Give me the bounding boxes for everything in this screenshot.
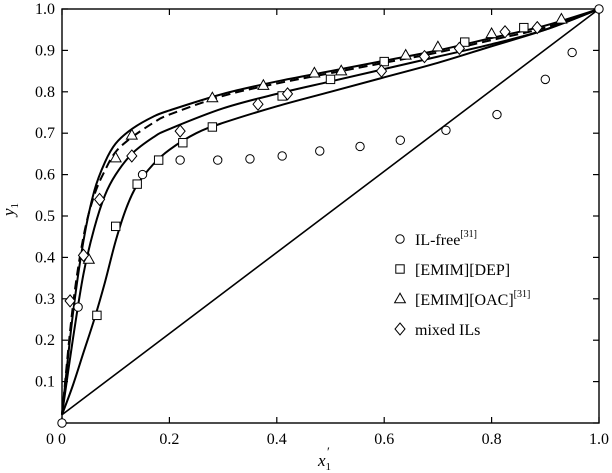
legend-ref: [31] <box>514 289 531 300</box>
diagonal-curve-4 <box>61 8 600 416</box>
mixed-ils-point <box>453 41 466 56</box>
mixed-ils-point <box>499 24 511 39</box>
legend-label: [EMIM][DEP] <box>415 262 510 279</box>
legend-marker <box>393 292 407 304</box>
mixed-ils-point <box>174 124 186 138</box>
emim-oac-point <box>109 151 122 163</box>
il-free-point <box>395 135 406 145</box>
y-tick-label: 0.7 <box>35 125 55 142</box>
y-tick-label: 0.5 <box>35 208 55 225</box>
x-axis-label: x1′ <box>317 444 331 473</box>
emim-dep-point <box>519 22 529 33</box>
mixed-ils-point <box>375 64 388 78</box>
legend-label: [EMIM][OAC][31] <box>415 289 530 309</box>
mixed-ils-point <box>418 49 431 64</box>
x-tick-label: 0 <box>58 431 66 448</box>
il-free-point <box>137 169 148 180</box>
mixed-ils-point <box>93 192 106 207</box>
il-free-point <box>594 4 604 14</box>
solid-curve-3 <box>61 8 600 415</box>
il-free-point <box>277 151 287 161</box>
emim-oac-point <box>308 66 321 78</box>
emim-dep-point <box>325 74 336 85</box>
mixed-ils-point <box>531 20 543 35</box>
mixed-ils-point <box>64 294 76 308</box>
x-tick-label: 0.2 <box>159 431 179 448</box>
legend-marker <box>394 322 406 336</box>
emim-oac-point <box>431 40 445 52</box>
il-free-point <box>73 302 83 312</box>
il-free-point <box>567 47 577 58</box>
mixed-ils-point <box>77 248 90 263</box>
emim-oac-point <box>555 12 568 24</box>
legend-label: mixed ILs <box>415 322 480 339</box>
emim-dep-point <box>178 138 188 148</box>
il-free-point <box>492 109 502 120</box>
legend-ref: [31] <box>460 229 477 240</box>
x-tick-label: 0.6 <box>374 431 394 448</box>
y-tick-label: 0.8 <box>35 84 55 101</box>
y-tick-label: 0.6 <box>35 167 55 184</box>
il-free-point <box>245 154 255 164</box>
x-tick-label: 0.4 <box>267 431 287 448</box>
y-tick-label: 0.9 <box>35 42 55 59</box>
mixed-ils-point <box>281 87 294 101</box>
il-free-point <box>441 125 451 136</box>
emim-dep-point <box>153 155 164 165</box>
y-tick-label: 0.4 <box>35 249 55 266</box>
y-tick-label: 0.2 <box>35 332 55 349</box>
legend-label: IL-free[31] <box>415 229 477 249</box>
x-tick-label: 1.0 <box>589 431 609 448</box>
il-free-point <box>540 74 550 85</box>
emim-oac-point <box>399 48 412 60</box>
emim-dep-point <box>132 179 142 189</box>
solid-curve-1 <box>61 8 600 415</box>
emim-oac-point <box>206 91 219 103</box>
legend: IL-free[31] [EMIM][DEP] [EMIM][OAC][31] mix… <box>393 229 530 339</box>
mixed-ils-point <box>126 149 138 163</box>
axis-ticks: 0 0.2 0.4 0.6 0.8 1.0 0.1 0.2 0.3 0.4 0.5 0.6 0.7 0.8… <box>35 1 609 448</box>
y-tick-label: 1.0 <box>35 1 55 18</box>
il-free-point <box>213 155 223 165</box>
il-free-point <box>175 155 185 165</box>
emim-oac-point <box>257 78 270 90</box>
y-axis-label: y1 <box>0 203 21 218</box>
legend-marker <box>395 264 405 274</box>
emim-dep-point <box>460 37 470 47</box>
emim-dep-point <box>207 122 218 132</box>
fit-curves <box>61 8 600 416</box>
il-free-point <box>355 141 365 152</box>
emim-oac-point <box>485 27 498 39</box>
data-markers <box>57 4 604 428</box>
x-tick-label: 0.8 <box>482 431 502 448</box>
il-free-point <box>57 418 67 428</box>
dashed-curve-2 <box>61 8 600 415</box>
emim-dep-point <box>111 221 121 232</box>
emim-dep-point <box>92 310 102 321</box>
y-tick-label: 0.1 <box>35 374 55 391</box>
emim-oac-point <box>125 128 139 140</box>
y-tick-label: 0.3 <box>35 291 55 308</box>
emim-dep-point <box>379 56 389 67</box>
origin-tick-label: 0 <box>46 431 54 448</box>
il-free-point <box>315 146 325 156</box>
emim-oac-point <box>334 64 348 76</box>
legend-marker <box>395 234 405 244</box>
mixed-ils-point <box>252 97 264 112</box>
